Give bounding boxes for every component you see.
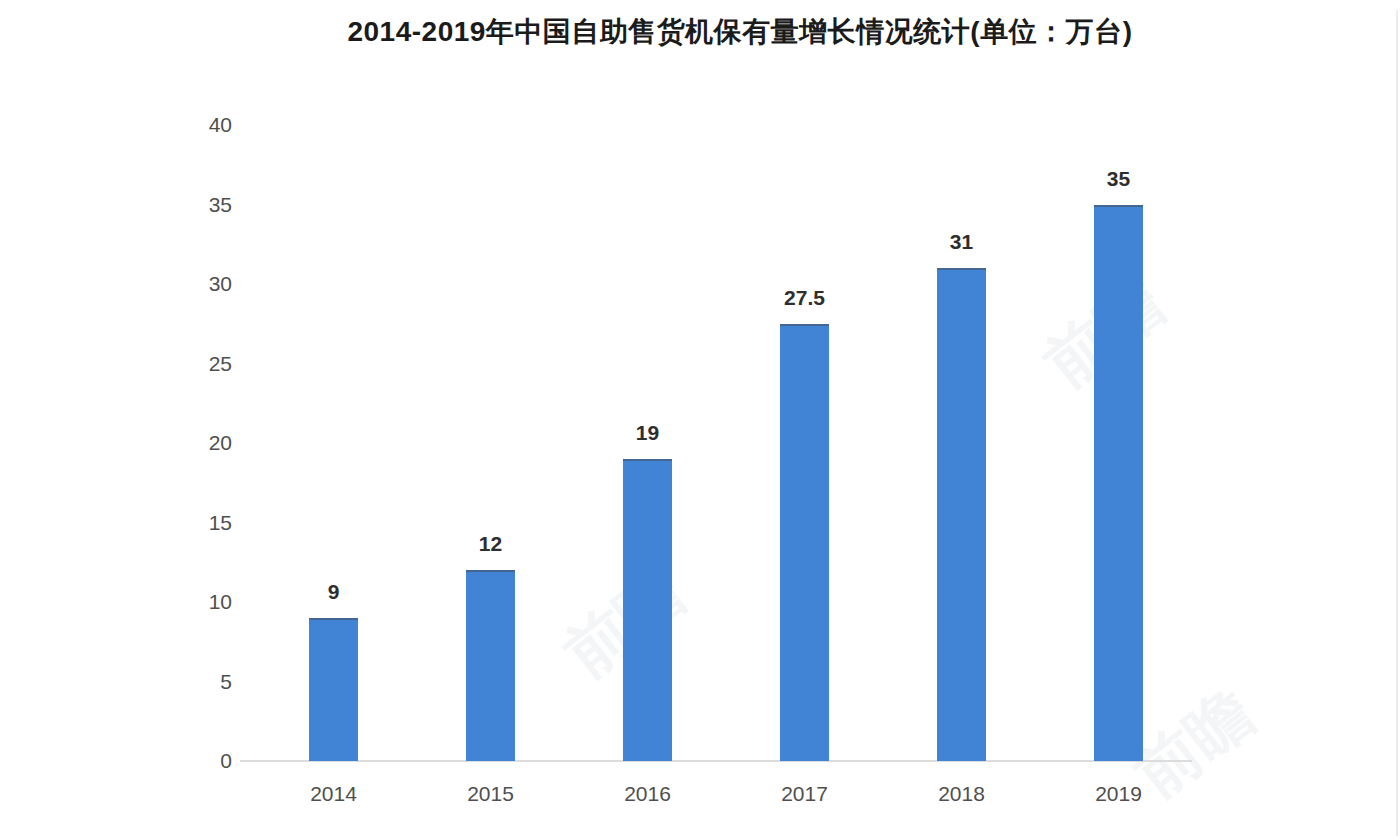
- y-tick-label: 40: [132, 112, 232, 138]
- y-tick-label: 0: [132, 748, 232, 774]
- y-tick-label: 20: [132, 430, 232, 456]
- x-tick-label: 2018: [883, 781, 1040, 807]
- bar-2018: [937, 268, 986, 761]
- bar-value-label: 35: [1040, 167, 1197, 191]
- bar-value-label: 27.5: [726, 286, 883, 310]
- bar-2016: [623, 459, 672, 761]
- y-tick-label: 10: [132, 589, 232, 615]
- x-tick-label: 2016: [569, 781, 726, 807]
- bar-value-label: 31: [883, 230, 1040, 254]
- y-tick-label: 15: [132, 510, 232, 536]
- y-tick-label: 25: [132, 351, 232, 377]
- bar-2017: [780, 324, 829, 761]
- bar-2014: [309, 618, 358, 761]
- right-edge-divider: [1396, 10, 1398, 836]
- chart-title: 2014-2019年中国自助售货机保有量增长情况统计(单位：万台): [70, 13, 1400, 51]
- y-tick-label: 35: [132, 192, 232, 218]
- x-tick-label: 2014: [255, 781, 412, 807]
- x-tick-label: 2015: [412, 781, 569, 807]
- y-tick-label: 30: [132, 271, 232, 297]
- x-axis-line: [240, 760, 1192, 762]
- x-tick-label: 2017: [726, 781, 883, 807]
- y-tick-label: 5: [132, 669, 232, 695]
- bar-value-label: 12: [412, 532, 569, 556]
- bar-value-label: 9: [255, 580, 412, 604]
- x-tick-label: 2019: [1040, 781, 1197, 807]
- bar-2019: [1094, 205, 1143, 762]
- bar-2015: [466, 570, 515, 761]
- bar-value-label: 19: [569, 421, 726, 445]
